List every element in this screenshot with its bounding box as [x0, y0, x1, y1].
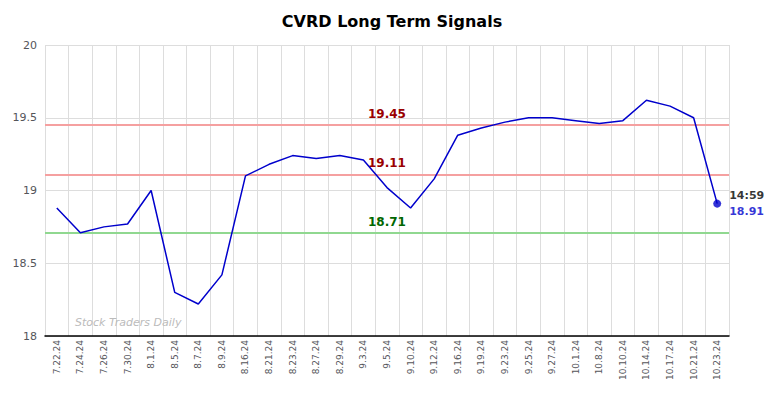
svg-text:10.14.24: 10.14.24 [641, 340, 651, 380]
svg-text:10.23.24: 10.23.24 [712, 340, 722, 380]
svg-text:8.5.24: 8.5.24 [170, 340, 180, 369]
svg-text:14:59: 14:59 [729, 189, 764, 202]
svg-text:8.21.24: 8.21.24 [264, 340, 274, 375]
svg-text:8.1.24: 8.1.24 [146, 340, 156, 369]
svg-text:9.19.24: 9.19.24 [476, 340, 486, 375]
svg-text:18.5: 18.5 [13, 257, 38, 270]
svg-text:9.23.24: 9.23.24 [500, 340, 510, 375]
svg-text:7.26.24: 7.26.24 [99, 340, 109, 375]
svg-text:18: 18 [23, 330, 37, 343]
svg-text:CVRD Long Term Signals: CVRD Long Term Signals [282, 12, 502, 31]
svg-text:10.1.24: 10.1.24 [571, 340, 581, 375]
svg-text:9.27.24: 9.27.24 [547, 340, 557, 375]
svg-text:7.22.24: 7.22.24 [52, 340, 62, 375]
svg-text:7.24.24: 7.24.24 [75, 340, 85, 375]
svg-text:19: 19 [23, 184, 37, 197]
svg-text:7.30.24: 7.30.24 [123, 340, 133, 375]
svg-text:9.16.24: 9.16.24 [453, 340, 463, 375]
svg-text:10.8.24: 10.8.24 [594, 340, 604, 375]
svg-text:18.91: 18.91 [729, 205, 764, 218]
svg-text:Stock Traders Daily: Stock Traders Daily [75, 316, 182, 329]
svg-text:8.23.24: 8.23.24 [288, 340, 298, 375]
svg-text:8.16.24: 8.16.24 [240, 340, 250, 375]
svg-text:10.17.24: 10.17.24 [665, 340, 675, 380]
svg-text:18.71: 18.71 [368, 215, 406, 229]
svg-text:9.5.24: 9.5.24 [382, 340, 392, 369]
svg-text:19.5: 19.5 [13, 111, 38, 124]
svg-text:8.27.24: 8.27.24 [311, 340, 321, 375]
svg-text:9.3.24: 9.3.24 [358, 340, 368, 369]
svg-text:19.11: 19.11 [368, 156, 406, 170]
svg-text:8.7.24: 8.7.24 [193, 340, 203, 369]
svg-text:9.10.24: 9.10.24 [406, 340, 416, 375]
svg-text:19.45: 19.45 [368, 107, 406, 121]
svg-text:20: 20 [23, 39, 37, 52]
svg-text:9.12.24: 9.12.24 [429, 340, 439, 375]
svg-text:10.21.24: 10.21.24 [689, 340, 699, 380]
svg-text:8.29.24: 8.29.24 [335, 340, 345, 375]
svg-text:9.25.24: 9.25.24 [524, 340, 534, 375]
svg-text:10.10.24: 10.10.24 [618, 340, 628, 380]
svg-text:8.9.24: 8.9.24 [217, 340, 227, 369]
